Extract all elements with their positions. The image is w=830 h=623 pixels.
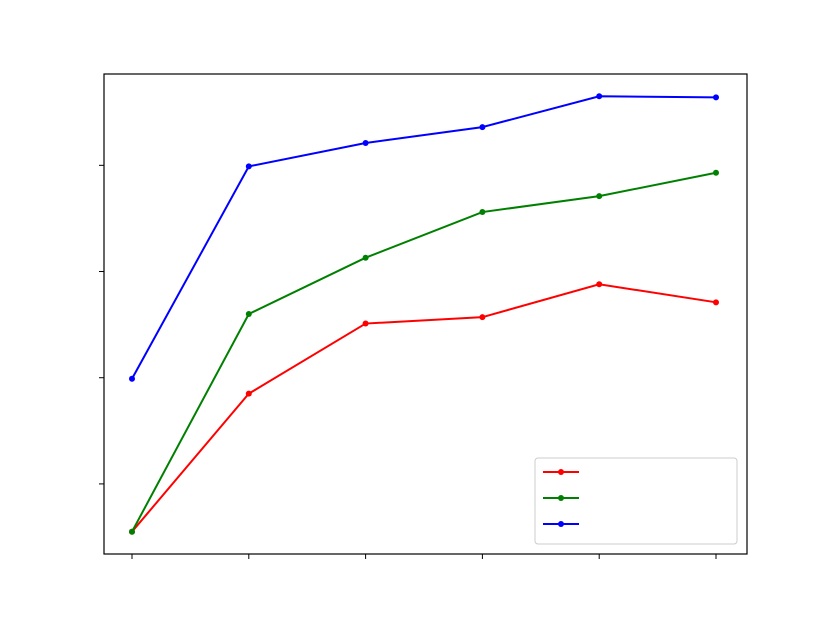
point xyxy=(479,124,486,131)
point xyxy=(129,375,135,382)
point xyxy=(479,314,486,321)
point xyxy=(713,169,719,176)
legend-marker xyxy=(558,495,564,501)
point xyxy=(362,140,369,147)
point xyxy=(245,311,252,317)
series-line xyxy=(131,95,717,380)
point xyxy=(362,254,369,261)
point xyxy=(479,209,486,216)
point xyxy=(713,299,719,306)
series-line xyxy=(131,171,717,533)
point xyxy=(596,281,603,288)
series-line xyxy=(131,283,717,533)
legend-marker xyxy=(558,469,564,475)
legend-box xyxy=(534,457,738,545)
point xyxy=(596,193,603,200)
point xyxy=(245,163,252,170)
point xyxy=(596,93,603,100)
point xyxy=(713,94,719,101)
point xyxy=(362,320,369,327)
legend-marker xyxy=(558,521,564,527)
point xyxy=(245,390,252,397)
point xyxy=(129,528,135,535)
